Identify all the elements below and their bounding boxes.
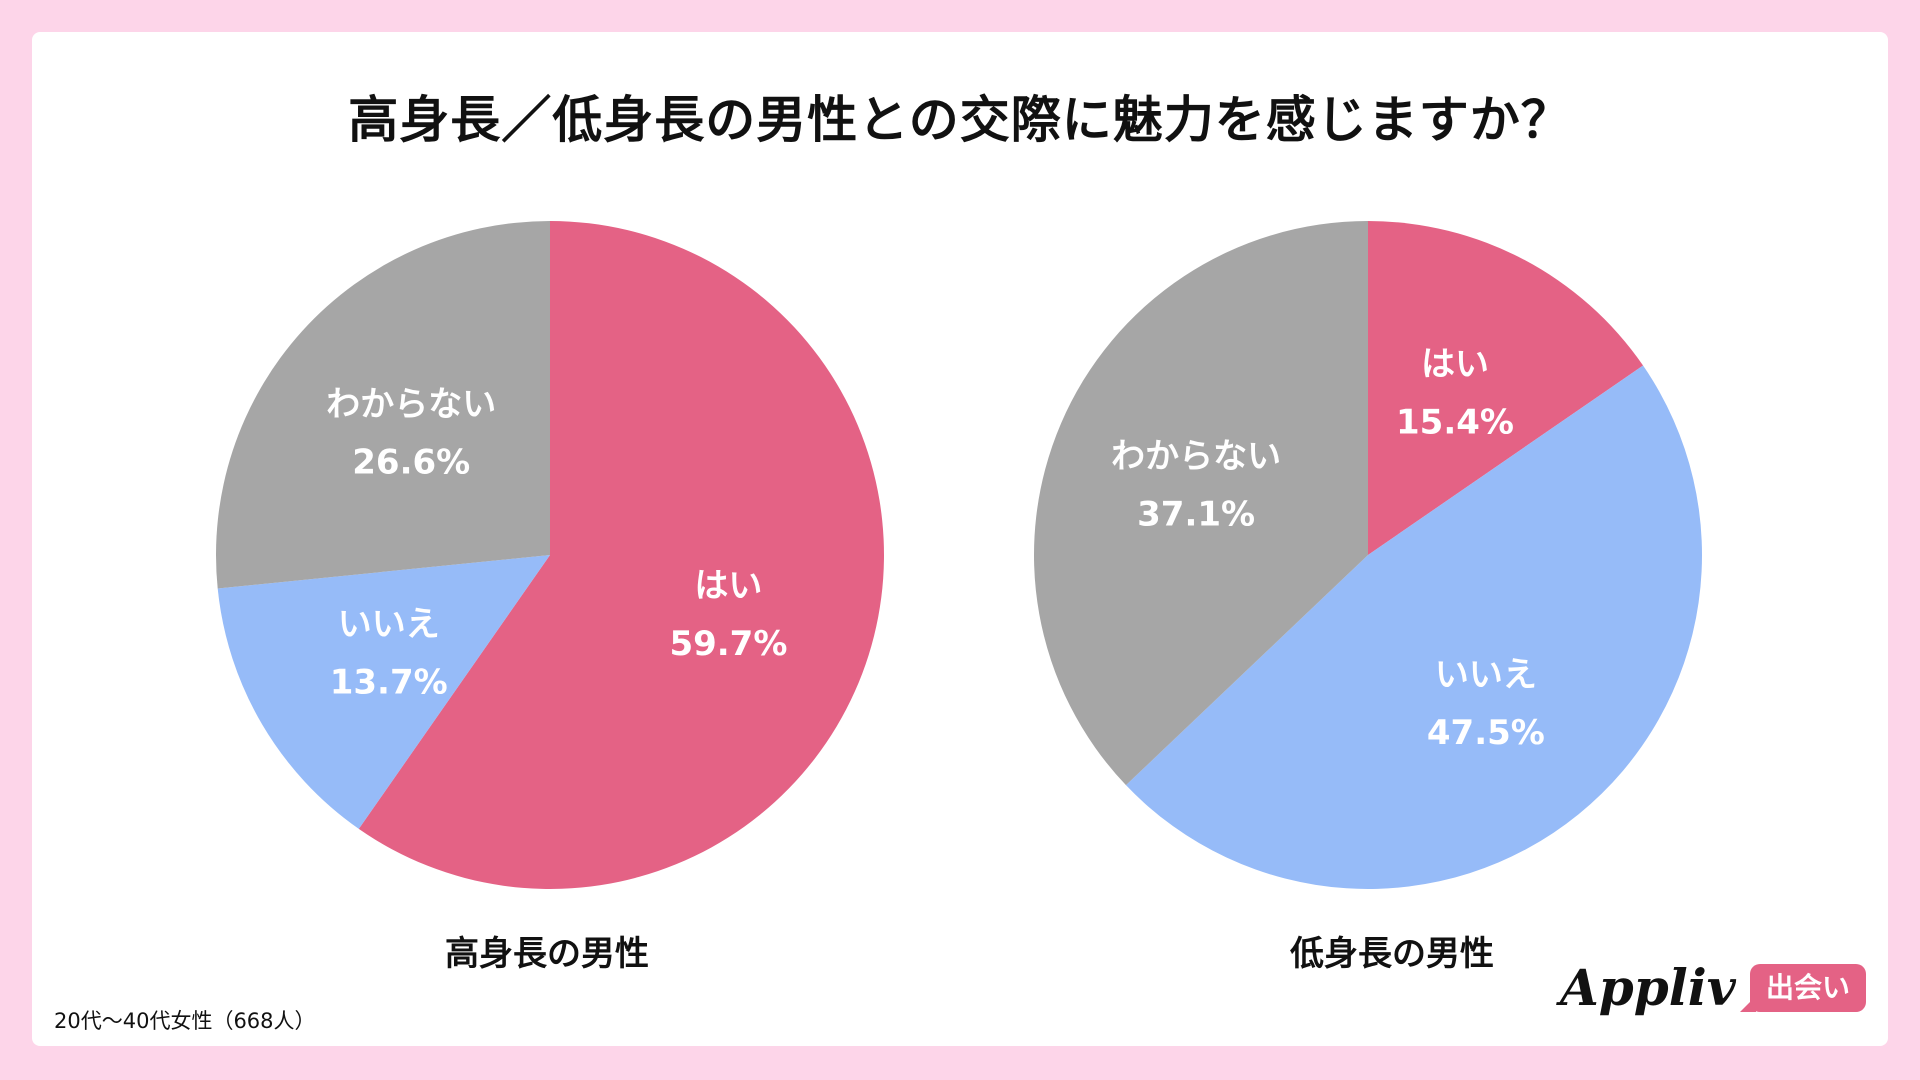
appliv-logo: Appliv 出会い [1560, 958, 1870, 1018]
pie-slice [215, 221, 550, 589]
slice-label: いいえ [338, 605, 440, 645]
slice-label: わからない [326, 385, 496, 425]
slice-label: はい [694, 566, 762, 606]
pie-title-short: 低身長の男性 [1290, 934, 1494, 974]
pie-slice [358, 221, 884, 889]
slice-label: いいえ [1435, 655, 1537, 695]
slice-value: 15.4% [1396, 402, 1514, 442]
logo-badge: 出会い [1740, 964, 1866, 1012]
slice-value: 47.5% [1427, 713, 1545, 753]
slice-label: はい [1421, 344, 1489, 384]
slice-value: 37.1% [1137, 494, 1255, 534]
logo-text: Appliv [1560, 958, 1736, 1017]
slice-value: 13.7% [330, 663, 448, 703]
pie-slice [217, 555, 551, 829]
footnote: 20代〜40代女性（668人） [54, 1009, 316, 1033]
slice-value: 26.6% [352, 443, 470, 483]
pie-slice [1034, 221, 1368, 786]
slice-label: わからない [1111, 436, 1281, 476]
chart-title: 高身長／低身長の男性との交際に魅力を感じますか？ [348, 91, 1572, 149]
slice-value: 59.7% [669, 624, 787, 664]
pie-slice [1368, 221, 1644, 555]
pie-title-tall: 高身長の男性 [445, 934, 649, 974]
pie-slice [1125, 365, 1703, 890]
